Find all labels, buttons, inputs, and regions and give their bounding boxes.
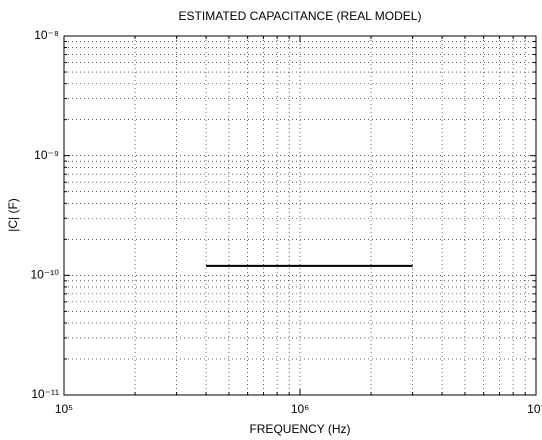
y-axis-label: |C| (F) (6, 198, 20, 232)
plot-area (64, 36, 536, 395)
chart-title: ESTIMATED CAPACITANCE (REAL MODEL) (179, 9, 422, 23)
x-tick-label: 10⁶ (291, 402, 309, 416)
x-tick-label: 10⁷ (527, 402, 542, 416)
x-tick-label: 10⁵ (55, 402, 73, 416)
axes-box (63, 35, 537, 396)
y-tick-label: 10⁻¹¹ (31, 387, 59, 401)
y-tick-label: 10⁻⁸ (34, 28, 59, 42)
y-tick-label: 10⁻⁹ (34, 148, 59, 162)
x-axis-label: FREQUENCY (Hz) (249, 422, 350, 436)
y-tick-label: 10⁻¹⁰ (31, 268, 60, 282)
